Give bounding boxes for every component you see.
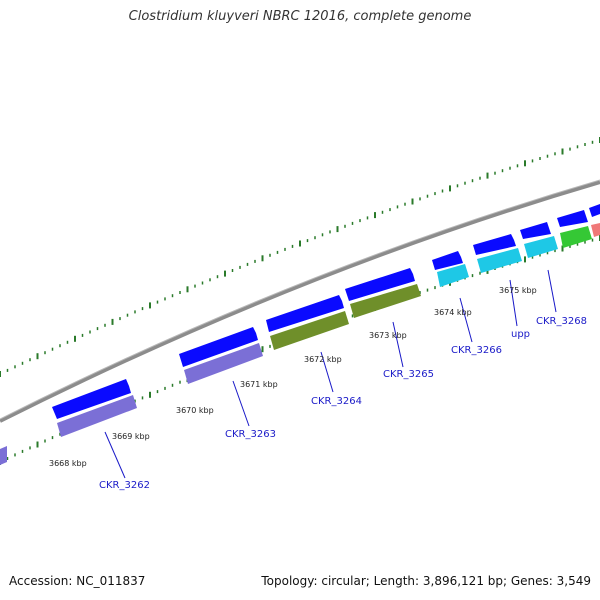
gene-arrow[interactable] bbox=[473, 234, 516, 255]
gene-label[interactable]: CKR_3266 bbox=[451, 345, 502, 356]
gene-label[interactable]: CKR_3268 bbox=[536, 316, 587, 327]
gene-arrow[interactable] bbox=[52, 379, 131, 419]
kbp-label: 3669 kbp bbox=[112, 432, 150, 441]
gene-arrow[interactable] bbox=[520, 222, 551, 239]
kbp-label: 3674 kbp bbox=[434, 308, 472, 317]
gene-bar[interactable] bbox=[437, 264, 469, 287]
gene-arrow[interactable] bbox=[432, 251, 463, 270]
map-title: Clostridium kluyveri NBRC 12016, complet… bbox=[128, 9, 472, 24]
gene-arrow[interactable] bbox=[589, 204, 600, 217]
gene-label[interactable]: upp bbox=[511, 329, 530, 340]
kbp-labels: 3668 kbp 3669 kbp 3670 kbp 3671 kbp 3672… bbox=[49, 286, 537, 468]
gene-bar[interactable] bbox=[477, 248, 522, 273]
kbp-label: 3673 kbp bbox=[369, 331, 407, 340]
gene-arrow[interactable] bbox=[557, 210, 588, 227]
gene-arrow[interactable] bbox=[179, 327, 258, 367]
gene-label[interactable]: CKR_3262 bbox=[99, 480, 150, 491]
kbp-label: 3668 kbp bbox=[49, 459, 87, 468]
gene-bar[interactable] bbox=[57, 395, 137, 437]
gene-arrow[interactable] bbox=[266, 295, 344, 332]
gene-bar[interactable] bbox=[350, 284, 421, 318]
gene-bar[interactable] bbox=[184, 343, 263, 384]
kbp-label: 3672 kbp bbox=[304, 355, 342, 364]
forward-strand-genes bbox=[52, 204, 600, 419]
cog-genes bbox=[0, 223, 600, 465]
genome-backbone bbox=[0, 180, 600, 423]
gene-bar[interactable] bbox=[560, 226, 592, 248]
kbp-label: 3670 kbp bbox=[176, 406, 214, 415]
gene-bar[interactable] bbox=[0, 446, 7, 465]
label-connectors bbox=[104, 269, 557, 479]
inner-tick-ring bbox=[0, 235, 600, 465]
gene-bar[interactable] bbox=[270, 311, 349, 350]
gene-bar[interactable] bbox=[591, 223, 600, 237]
gene-arrow[interactable] bbox=[345, 268, 415, 301]
gene-label[interactable]: CKR_3263 bbox=[225, 429, 276, 440]
outer-tick-ring bbox=[0, 137, 600, 377]
gene-label[interactable]: CKR_3264 bbox=[311, 396, 362, 407]
gene-labels: CKR_3262 CKR_3263 CKR_3264 CKR_3265 CKR_… bbox=[99, 316, 587, 491]
accession-text: Accession: NC_011837 bbox=[9, 574, 146, 588]
gene-label[interactable]: CKR_3265 bbox=[383, 369, 434, 380]
kbp-label: 3675 kbp bbox=[499, 286, 537, 295]
gene-bar[interactable] bbox=[524, 236, 558, 258]
kbp-label: 3671 kbp bbox=[240, 380, 278, 389]
genome-summary-text: Topology: circular; Length: 3,896,121 bp… bbox=[261, 574, 591, 588]
